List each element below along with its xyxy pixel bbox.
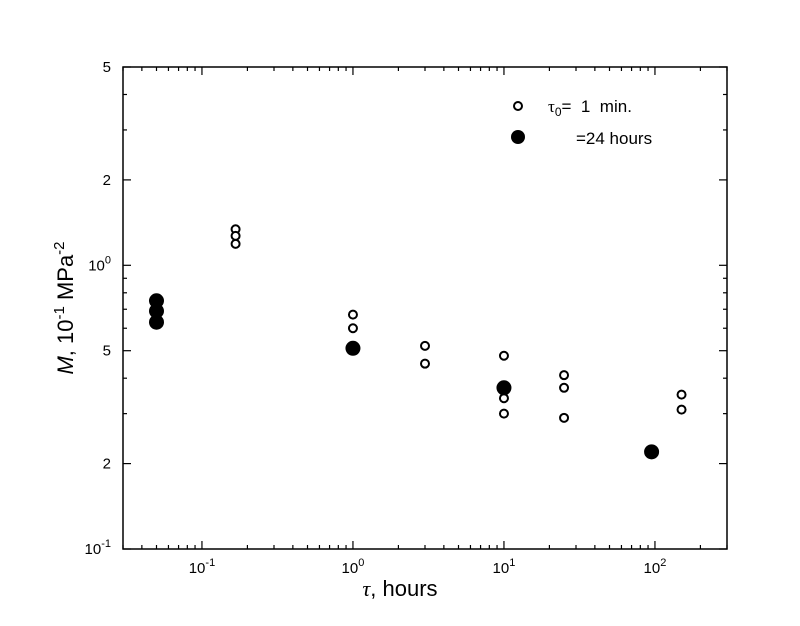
data-point-open xyxy=(559,370,570,381)
data-point-filled xyxy=(496,380,512,396)
x-tick-label: 100 xyxy=(342,557,365,577)
legend-marker-filled xyxy=(511,130,525,144)
data-markers xyxy=(148,224,687,460)
data-point-open xyxy=(676,389,687,400)
data-point-open xyxy=(559,412,570,423)
y-axis-exp2: -2 xyxy=(51,241,68,254)
legend: τ0= 1 min. =24 hours xyxy=(511,97,652,148)
y-tick-label: 10-1 xyxy=(85,538,111,558)
y-tick-label: 5 xyxy=(103,59,111,76)
y-tick-label: 100 xyxy=(88,254,111,274)
x-axis-label: τ, hours xyxy=(362,576,437,601)
legend-tau-sub: 0 xyxy=(555,105,562,119)
y-tick-label: 5 xyxy=(103,343,111,360)
data-point-filled xyxy=(148,303,164,319)
legend-label-open: τ0= 1 min. xyxy=(548,97,632,119)
legend-open-rest: = 1 min. xyxy=(562,97,632,116)
data-point-filled xyxy=(148,314,164,330)
y-tick-label: 2 xyxy=(103,456,111,473)
y-axis-ticks: 10-1 2 5 100 2 5 xyxy=(85,59,727,558)
legend-label-filled: =24 hours xyxy=(576,129,652,148)
x-axis-ticks: 10-1 100 101 102 xyxy=(122,67,728,577)
data-point-open xyxy=(230,238,241,249)
data-point-open xyxy=(676,404,687,415)
data-point-open xyxy=(230,230,241,241)
y-axis-exp1: -1 xyxy=(51,306,68,319)
x-axis-symbol: τ xyxy=(362,576,371,601)
data-point-filled xyxy=(148,293,164,309)
data-point-filled xyxy=(644,444,660,460)
x-tick-label: 101 xyxy=(493,557,516,577)
y-axis-symbol: M xyxy=(53,356,78,375)
y-axis-label: M, 10-1 MPa-2 xyxy=(51,241,78,374)
data-point-open xyxy=(498,408,509,419)
data-point-open xyxy=(420,340,430,351)
legend-tau: τ xyxy=(548,97,555,116)
x-tick-label: 102 xyxy=(644,557,667,577)
legend-marker-open xyxy=(513,101,523,111)
data-point-open xyxy=(498,350,509,361)
data-point-open xyxy=(347,323,358,334)
x-tick-label: 10-1 xyxy=(189,557,215,577)
data-point-open xyxy=(420,358,430,369)
data-point-open xyxy=(559,382,570,393)
y-axis-unit: MPa xyxy=(53,254,78,306)
data-point-filled xyxy=(345,340,361,356)
y-tick-label: 2 xyxy=(103,172,111,189)
data-point-open xyxy=(498,393,509,404)
data-point-open xyxy=(347,309,358,320)
y-axis-text: , 10 xyxy=(53,320,78,357)
x-axis-unit: , hours xyxy=(370,576,437,601)
